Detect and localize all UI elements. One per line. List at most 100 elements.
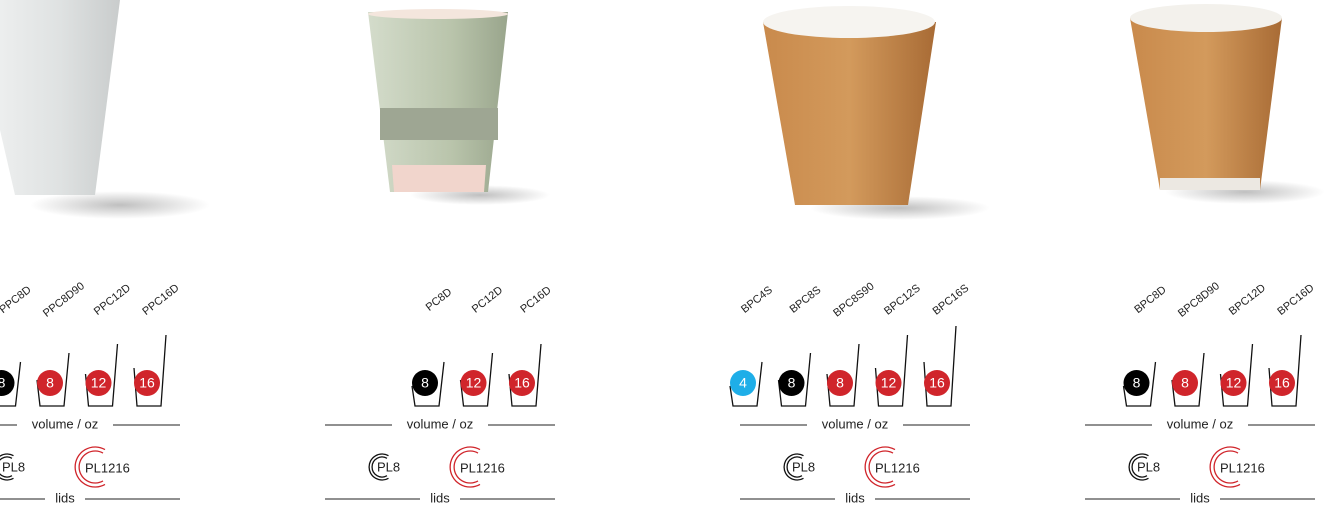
cup-outline xyxy=(826,343,860,407)
volume-badge xyxy=(85,370,112,396)
volume-label: 8 xyxy=(836,375,844,391)
product-code: BPC12D xyxy=(1227,282,1268,318)
lids-caption: lids xyxy=(1190,490,1210,505)
cup-outline xyxy=(0,361,22,407)
lid-icon xyxy=(868,450,894,484)
volume-badge xyxy=(730,370,756,396)
volume-badge xyxy=(827,370,853,396)
volume-label: 12 xyxy=(881,375,897,391)
volume-label: 4 xyxy=(739,375,747,391)
product-code: BPC8S xyxy=(788,284,824,316)
lid-icon xyxy=(0,453,14,481)
volume-caption: volume / oz xyxy=(407,416,473,431)
product-code: PPC8D xyxy=(0,284,34,316)
volume-badge xyxy=(1123,370,1150,396)
cup-image xyxy=(368,12,508,192)
product-column: 8 PPC8D 8 PPC8D90 12 PPC12D 16 PPC16D volume / o… xyxy=(0,280,182,505)
cup-outline xyxy=(36,352,70,407)
cup-image xyxy=(0,0,120,195)
lid-label: PL8 xyxy=(792,459,815,474)
volume-label: 8 xyxy=(0,375,6,391)
volume-label: 8 xyxy=(421,375,429,391)
product-column: 4 BPC4S 8 BPC8S 8 BPC8S90 12 BPC12S 16 BPC16S volu… xyxy=(729,280,972,505)
volume-badge xyxy=(1172,370,1198,396)
product-code: PPC12D xyxy=(92,282,133,318)
cup-images xyxy=(0,0,1325,220)
lid-icon xyxy=(368,453,389,481)
cup-outline xyxy=(508,343,542,407)
product-code: BPC8D90 xyxy=(1176,280,1222,320)
volume-label: 12 xyxy=(91,375,107,391)
volume-badge xyxy=(134,370,160,396)
lid-icon xyxy=(1131,456,1148,478)
lids-caption: lids xyxy=(55,490,75,505)
lid-label: PL1216 xyxy=(1220,460,1265,475)
lid-icon xyxy=(783,453,804,481)
volume-caption: volume / oz xyxy=(1167,416,1233,431)
volume-label: 16 xyxy=(929,375,945,391)
volume-label: 8 xyxy=(788,375,796,391)
volume-badge xyxy=(412,370,438,396)
cup-image xyxy=(1130,18,1282,190)
lid-label: PL8 xyxy=(1137,459,1160,474)
lid-label: PL1216 xyxy=(875,460,920,475)
product-code: BPC12S xyxy=(882,282,923,317)
product-column: 8 PC8D 12 PC12D 16 PC16D volume / oz PL8 PL1216 l… xyxy=(325,284,555,505)
volume-label: 8 xyxy=(46,375,54,391)
lid-icon xyxy=(1209,446,1241,488)
product-code: BPC4S xyxy=(739,284,775,316)
volume-badge xyxy=(460,370,487,396)
lid-label: PL1216 xyxy=(85,460,130,475)
product-code: PPC16D xyxy=(140,282,181,318)
volume-badge xyxy=(37,370,63,396)
lid-icon xyxy=(0,456,13,478)
product-code: PPC8D90 xyxy=(41,280,87,320)
product-code: BPC8S90 xyxy=(831,280,876,319)
cup-outline xyxy=(411,361,445,407)
cup-outline xyxy=(459,352,494,407)
volume-caption: volume / oz xyxy=(822,416,888,431)
cup-outline xyxy=(84,343,119,407)
lid-label: PL8 xyxy=(2,459,25,474)
lid-label: PL1216 xyxy=(460,460,505,475)
volume-label: 16 xyxy=(139,375,155,391)
volume-badge xyxy=(1220,370,1247,396)
volume-label: 16 xyxy=(514,375,530,391)
product-code: PC12D xyxy=(470,284,505,315)
lid-icon xyxy=(74,446,106,488)
lid-icon xyxy=(78,450,104,484)
volume-badge xyxy=(778,370,805,396)
volume-badge xyxy=(924,370,950,396)
product-code: PC8D xyxy=(424,286,455,314)
volume-badge xyxy=(875,370,902,396)
cup-outline xyxy=(777,352,812,407)
cup-outline xyxy=(729,361,763,407)
product-code: BPC16D xyxy=(1275,282,1316,318)
cup-outline xyxy=(1171,352,1205,407)
volume-badge xyxy=(1269,370,1295,396)
lid-icon xyxy=(449,446,481,488)
volume-label: 8 xyxy=(1133,375,1141,391)
product-code: BPC8D xyxy=(1132,284,1168,316)
volume-label: 16 xyxy=(1274,375,1290,391)
lid-label: PL8 xyxy=(377,459,400,474)
volume-label: 12 xyxy=(1226,375,1242,391)
lids-caption: lids xyxy=(430,490,450,505)
volume-badge xyxy=(509,370,535,396)
cup-image xyxy=(763,22,936,205)
lids-caption: lids xyxy=(845,490,865,505)
product-code: BPC16S xyxy=(931,282,972,317)
product-code: PC16D xyxy=(518,284,553,315)
volume-label: 12 xyxy=(466,375,482,391)
product-column: 8 BPC8D 8 BPC8D90 12 BPC12D 16 BPC16D volume / o… xyxy=(1085,280,1317,505)
cup-outline xyxy=(1122,361,1157,407)
lid-icon xyxy=(1128,453,1149,481)
lid-icon xyxy=(864,446,896,488)
lid-icon xyxy=(453,450,479,484)
lid-icon xyxy=(1213,450,1239,484)
lid-icon xyxy=(371,456,388,478)
lid-icon xyxy=(786,456,803,478)
volume-badge xyxy=(0,370,15,396)
volume-caption: volume / oz xyxy=(32,416,98,431)
